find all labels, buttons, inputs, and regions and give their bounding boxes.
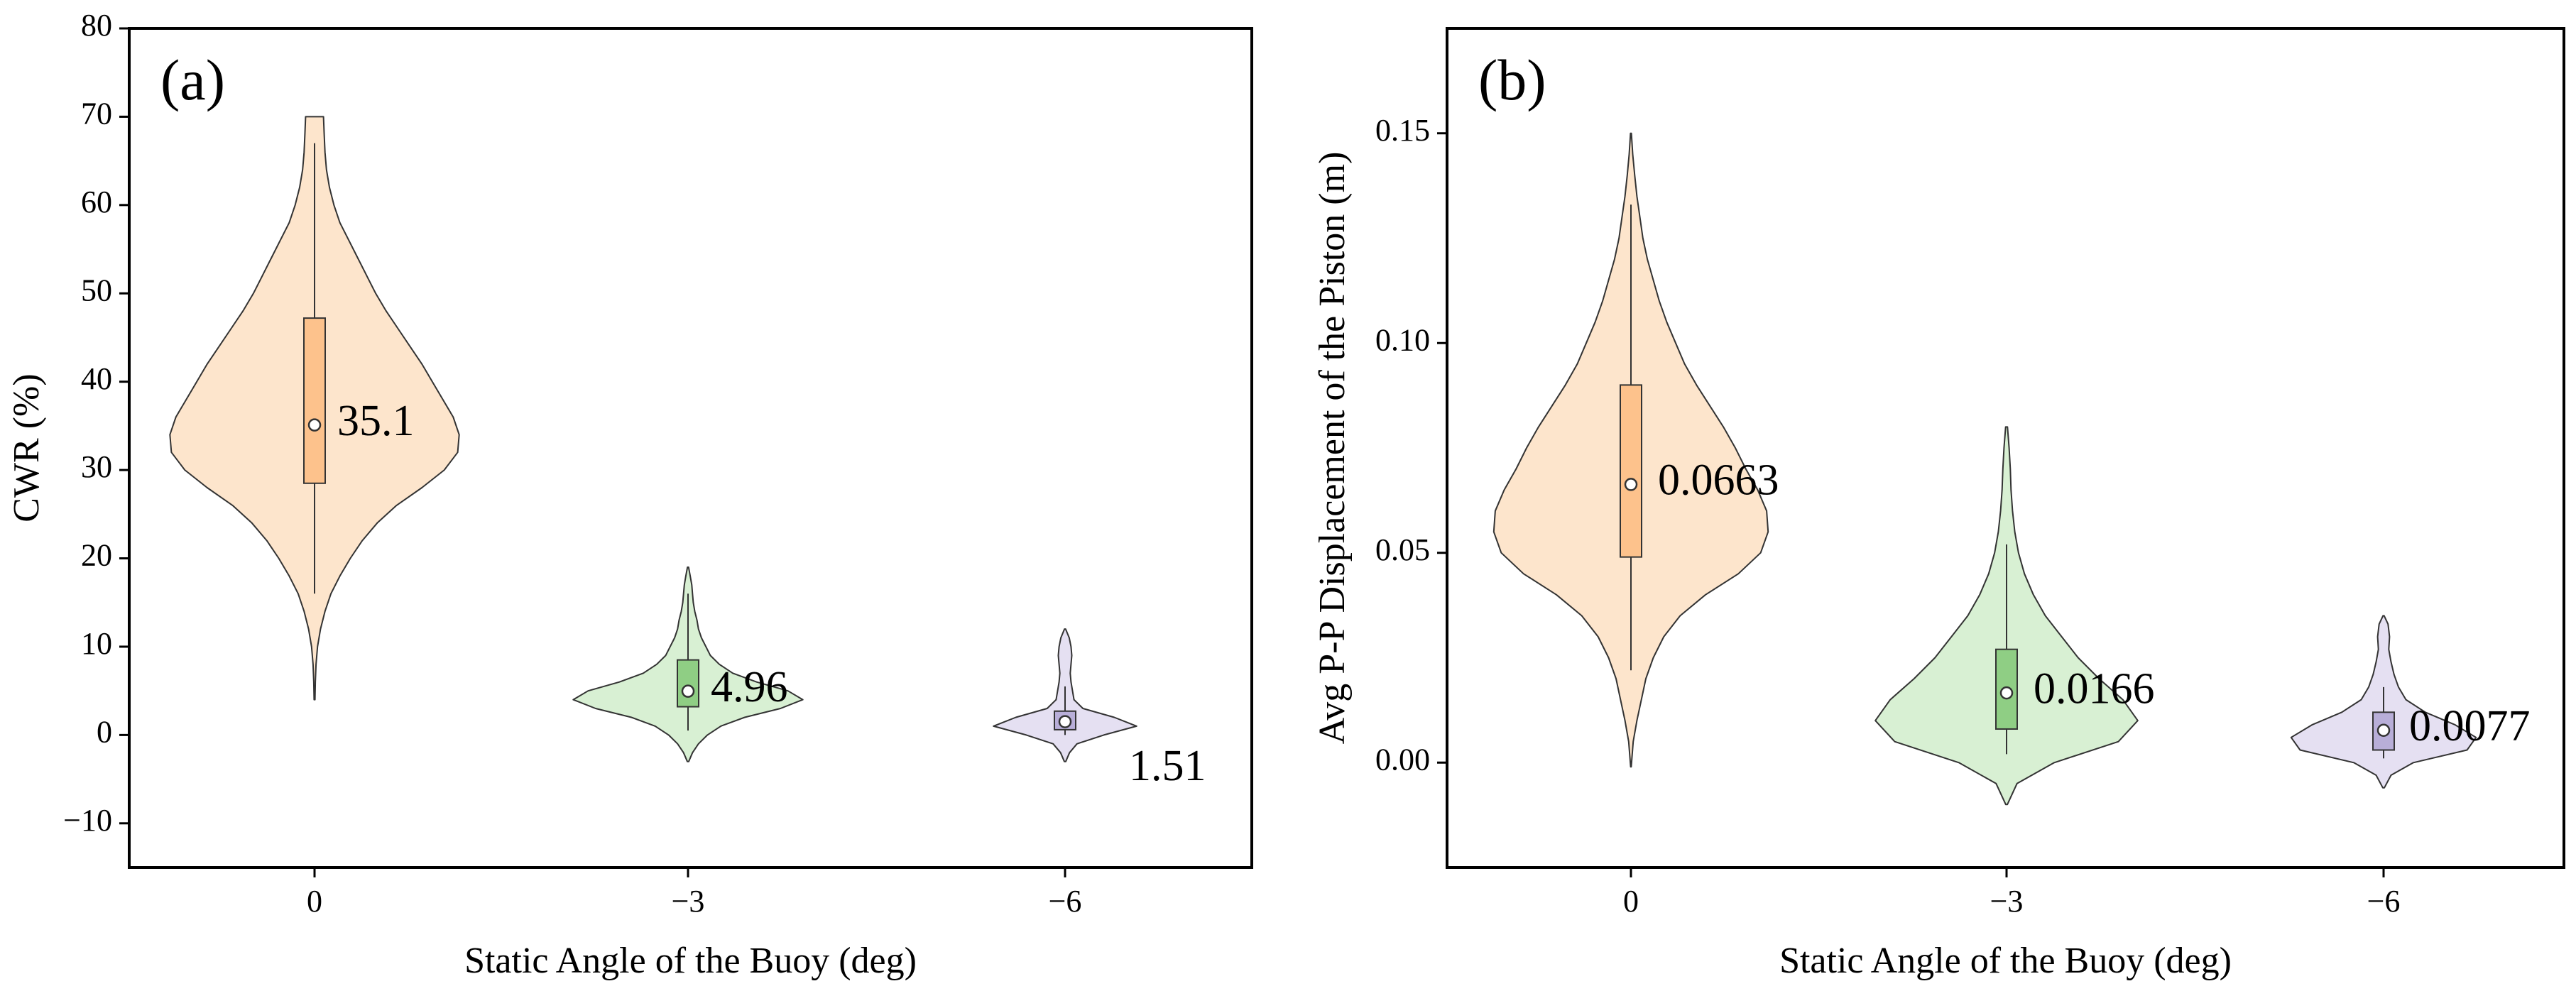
y-tick-label: −10	[63, 803, 112, 838]
y-tick-label: 40	[81, 361, 112, 396]
mean-value-label-1: 4.96	[711, 663, 788, 711]
panel-label: (a)	[160, 48, 225, 112]
x-tick-label: −6	[2367, 884, 2401, 919]
y-tick-label: 10	[81, 626, 112, 661]
x-tick-label: −6	[1049, 884, 1082, 919]
y-tick-label: 50	[81, 273, 112, 307]
y-axis-title: CWR (%)	[6, 373, 47, 522]
mean-point-2	[1058, 715, 1072, 728]
mean-point-1	[1999, 686, 2014, 700]
iqr-box-1	[677, 659, 699, 708]
x-tick-label: 0	[307, 884, 322, 919]
y-tick-label: 0.05	[1375, 532, 1430, 567]
x-tick-label: −3	[1990, 884, 2024, 919]
y-tick-label: 0.10	[1375, 322, 1430, 357]
y-tick-label: 70	[81, 97, 112, 131]
y-tick-label: 0.00	[1375, 742, 1430, 777]
x-tick-label: −3	[672, 884, 705, 919]
iqr-box-0	[303, 317, 326, 484]
y-tick-label: 30	[81, 449, 112, 484]
mean-value-label-2: 1.51	[1129, 742, 1206, 790]
mean-value-label-0: 0.0663	[1658, 456, 1779, 505]
mean-point-0	[307, 418, 322, 432]
x-axis-title: Static Angle of the Buoy (deg)	[464, 941, 917, 981]
x-axis-title: Static Angle of the Buoy (deg)	[1779, 941, 2232, 981]
mean-value-label-0: 35.1	[337, 397, 415, 445]
iqr-box-0	[1620, 384, 1642, 558]
mean-value-label-1: 0.0166	[2034, 664, 2155, 713]
mean-point-0	[1624, 478, 1638, 491]
y-tick-label: 80	[81, 8, 112, 43]
y-tick-label: 20	[81, 538, 112, 573]
y-tick-label: 0.15	[1375, 113, 1430, 148]
x-tick-label: 0	[1623, 884, 1639, 919]
y-tick-label: 0	[97, 714, 112, 749]
mean-point-1	[681, 684, 695, 698]
panel-b: 0.00 0.05 0.10 0.15 0 −3 −6 Static Angle of the…	[1312, 27, 2565, 981]
panel-label: (b)	[1478, 48, 1546, 112]
y-axis-title: Avg P-P Displacement of the Piston (m)	[1312, 152, 1353, 745]
mean-value-label-2: 0.0077	[2409, 702, 2531, 750]
plot-frame	[128, 27, 1253, 869]
panel-a: −10 0 10 20 30 40 50 60 70 80 0 −3 −6 Static Angle of…	[6, 8, 1253, 981]
y-tick-label: 60	[81, 185, 112, 219]
mean-point-2	[2376, 723, 2391, 737]
